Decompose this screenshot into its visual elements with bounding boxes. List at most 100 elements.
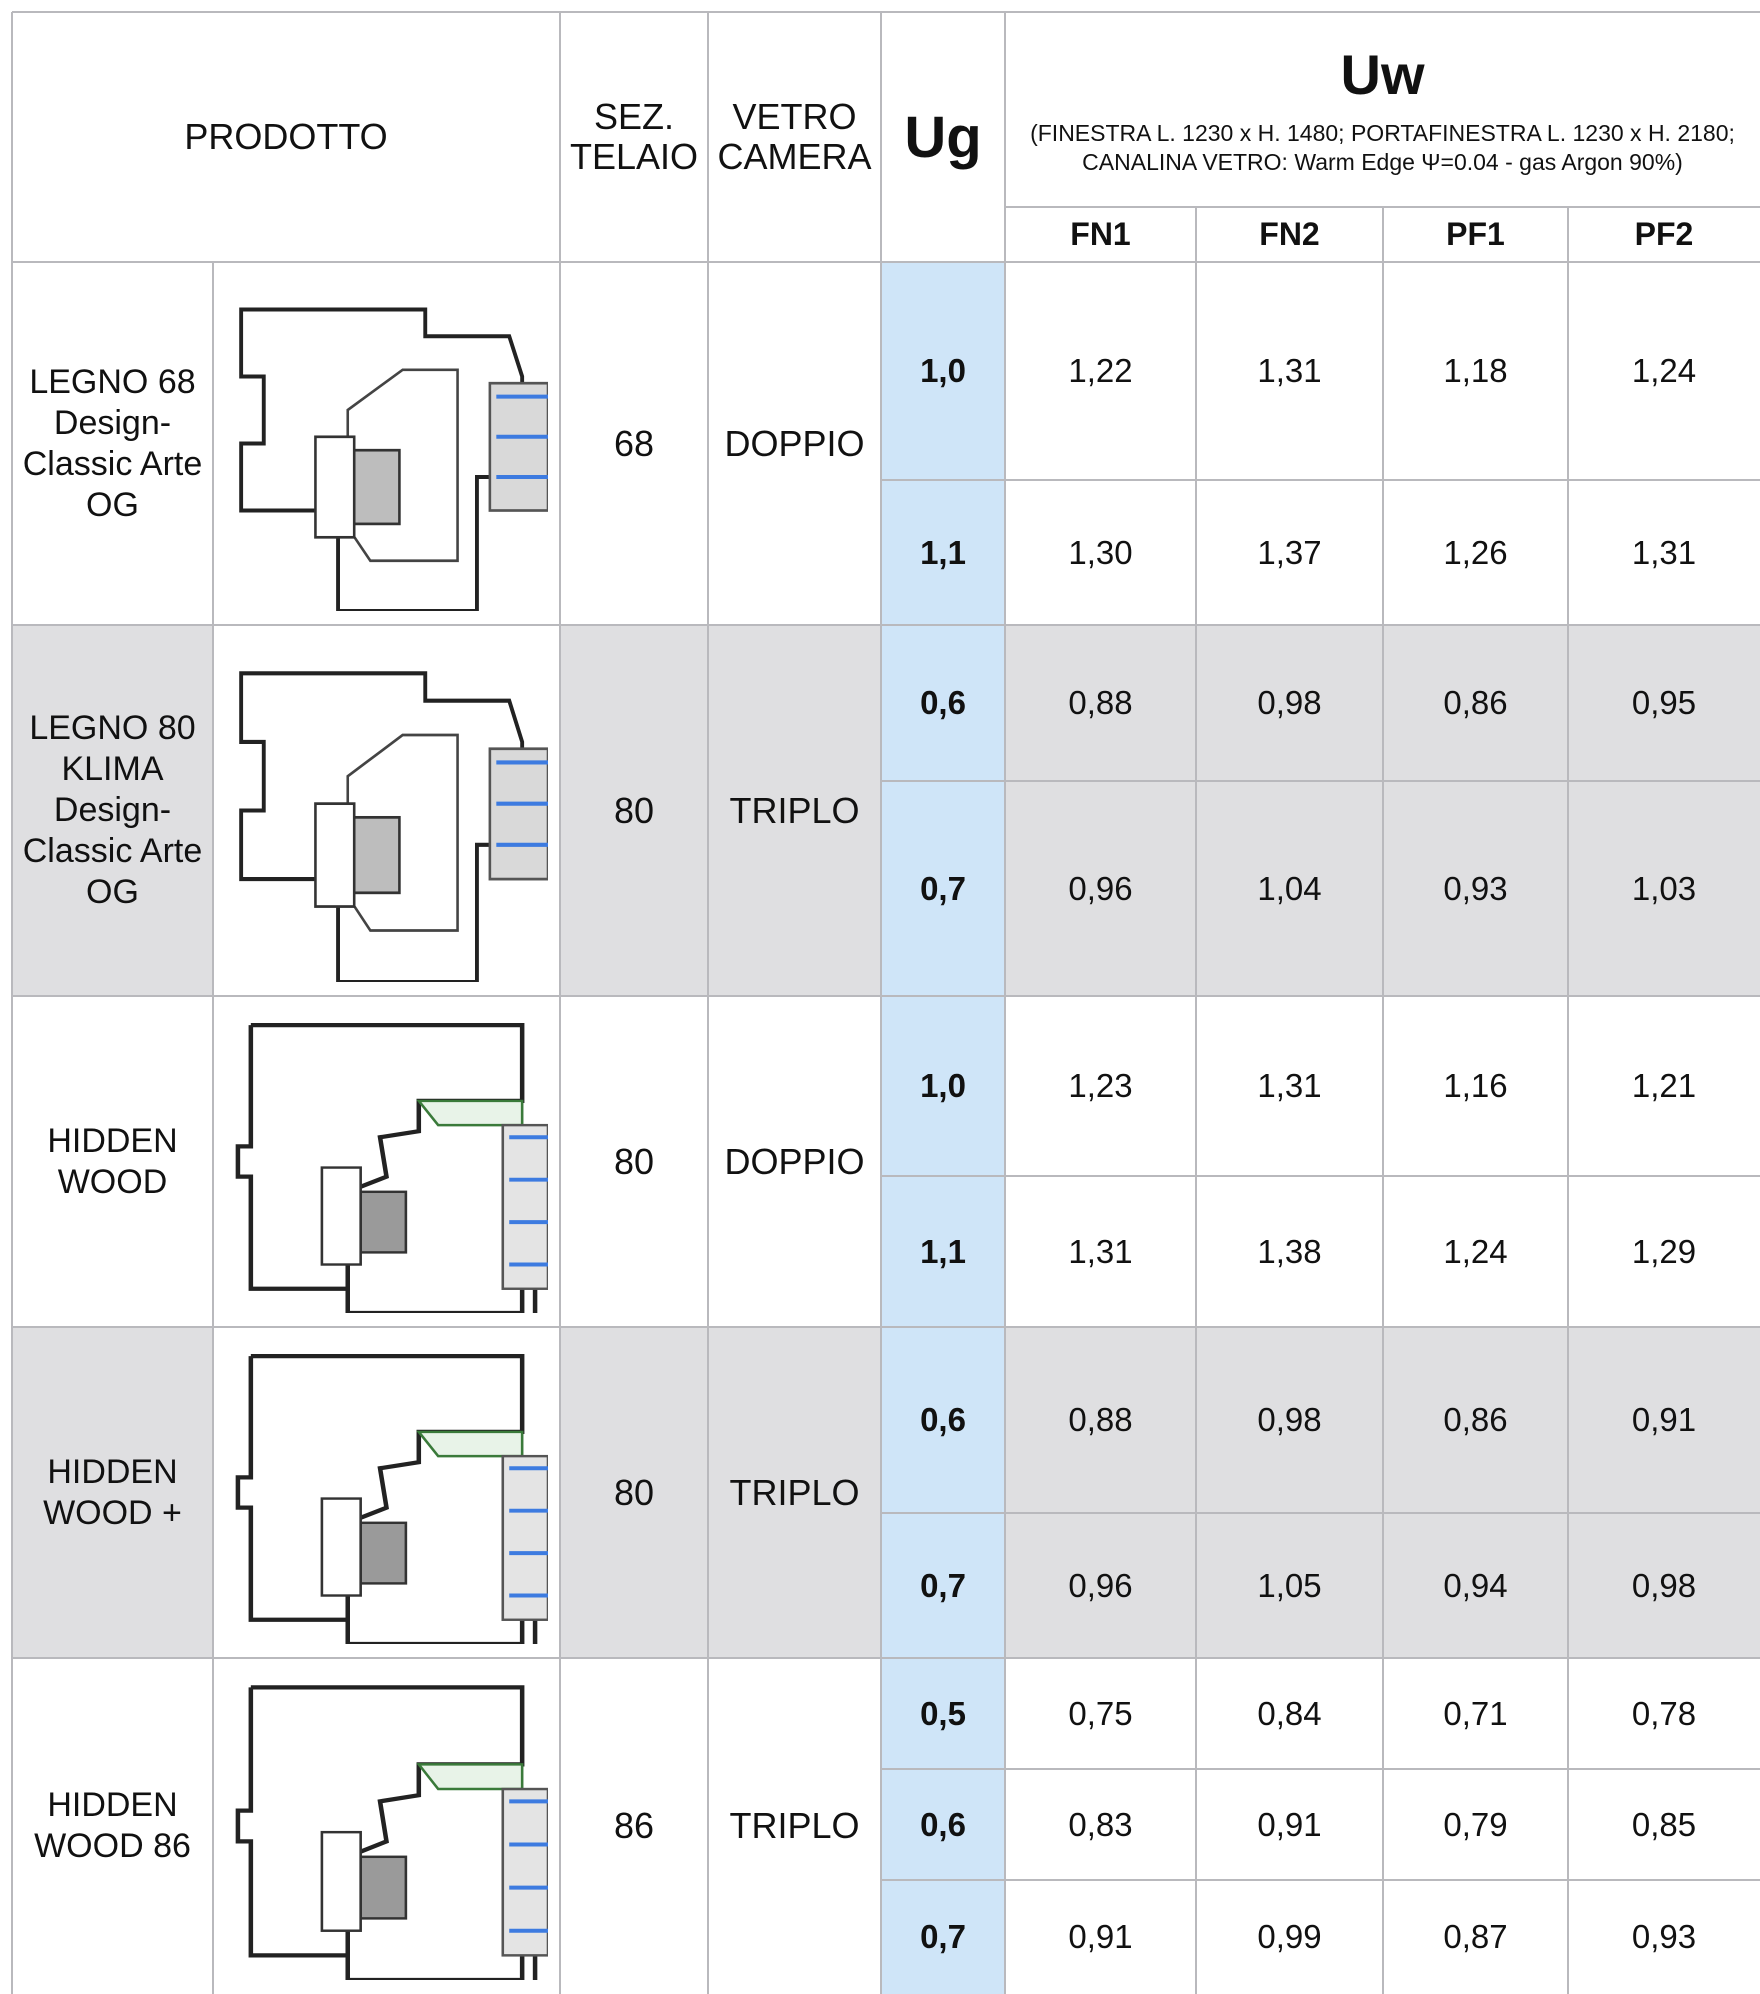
- uw-value: 0,91: [1632, 1401, 1696, 1439]
- product-name: HIDDEN WOOD 86: [12, 1658, 213, 1994]
- sezione-telaio-value: 86: [560, 1658, 708, 1994]
- grid-line: [880, 12, 882, 1994]
- vetro-camera-value: TRIPLO: [708, 1658, 881, 1994]
- uw-value: 0,98: [1257, 1401, 1321, 1439]
- vetro-value: DOPPIO: [724, 424, 864, 464]
- uw-value: 0,86: [1443, 684, 1507, 722]
- ug-value: 0,6: [920, 684, 966, 722]
- header-prodotto-label: PRODOTTO: [184, 117, 387, 157]
- ug-value: 1,1: [920, 1233, 966, 1271]
- uw-value: 0,78: [1632, 1695, 1696, 1733]
- uw-value: 1,18: [1443, 352, 1507, 390]
- grid-line: [881, 780, 1760, 782]
- uw-value-pf2: 0,85: [1568, 1769, 1760, 1880]
- uw-value-fn1: 0,83: [1005, 1769, 1196, 1880]
- header-uw-note-line2: CANALINA VETRO: Warm Edge Ψ=0.04 - gas A…: [1082, 148, 1683, 177]
- grid-line: [881, 1512, 1760, 1514]
- vetro-camera-value: TRIPLO: [708, 1327, 881, 1658]
- uw-value: 0,93: [1443, 870, 1507, 908]
- grid-line: [881, 1175, 1760, 1177]
- header-col-label: PF2: [1635, 216, 1694, 253]
- header-col-pf2: PF2: [1568, 207, 1760, 262]
- uw-value-fn1: 1,22: [1005, 262, 1196, 480]
- product-name-line: LEGNO 80: [29, 708, 195, 749]
- grid-line: [1567, 207, 1569, 1994]
- sezione-value: 68: [614, 424, 654, 464]
- product-name-line: KLIMA: [61, 749, 163, 790]
- uw-value-pf2: 1,29: [1568, 1176, 1760, 1327]
- uw-value: 1,31: [1257, 352, 1321, 390]
- uw-value: 0,96: [1068, 870, 1132, 908]
- uw-value-pf1: 0,86: [1383, 1327, 1568, 1513]
- uw-value-pf2: 0,93: [1568, 1880, 1760, 1994]
- sezione-telaio-value: 68: [560, 262, 708, 625]
- product-name: HIDDEN WOOD +: [12, 1327, 213, 1658]
- product-name-line: WOOD +: [43, 1493, 182, 1534]
- header-sezione-telaio: SEZ. TELAIO: [560, 12, 708, 262]
- grid-line: [1382, 207, 1384, 1994]
- uw-value: 0,99: [1257, 1918, 1321, 1956]
- vetro-value: TRIPLO: [729, 791, 859, 831]
- uw-value-pf2: 0,98: [1568, 1513, 1760, 1658]
- sezione-telaio-value: 80: [560, 996, 708, 1327]
- header-vetro-label: VETRO: [732, 97, 856, 137]
- uw-value: 0,91: [1257, 1806, 1321, 1844]
- product-name-line: HIDDEN: [47, 1785, 177, 1826]
- uw-value: 1,31: [1068, 1233, 1132, 1271]
- uw-value-pf2: 0,95: [1568, 625, 1760, 781]
- ug-value-cell: 1,1: [881, 1176, 1005, 1327]
- frame-section-drawing: [225, 1341, 548, 1644]
- uw-value-pf1: 1,18: [1383, 262, 1568, 480]
- header-uw: Uw (FINESTRA L. 1230 x H. 1480; PORTAFINE…: [1005, 12, 1760, 207]
- uw-value-fn2: 0,91: [1196, 1769, 1383, 1880]
- grid-line: [12, 995, 1760, 997]
- uw-value-fn2: 1,04: [1196, 781, 1383, 996]
- ug-value: 0,7: [920, 870, 966, 908]
- vetro-value: DOPPIO: [724, 1142, 864, 1182]
- uw-value-fn2: 1,31: [1196, 262, 1383, 480]
- sezione-telaio-value: 80: [560, 625, 708, 996]
- header-col-label: FN2: [1259, 216, 1319, 253]
- uw-value-fn1: 1,31: [1005, 1176, 1196, 1327]
- uw-value: 0,94: [1443, 1567, 1507, 1605]
- uw-value-fn1: 1,23: [1005, 996, 1196, 1176]
- uw-value-fn1: 1,30: [1005, 480, 1196, 625]
- ug-value-cell: 0,6: [881, 1327, 1005, 1513]
- ug-value-cell: 0,6: [881, 1769, 1005, 1880]
- uw-value-fn2: 0,84: [1196, 1658, 1383, 1769]
- uw-value: 0,84: [1257, 1695, 1321, 1733]
- uw-value: 1,30: [1068, 534, 1132, 572]
- uw-value: 0,88: [1068, 1401, 1132, 1439]
- uw-value: 1,38: [1257, 1233, 1321, 1271]
- uw-value: 0,95: [1632, 684, 1696, 722]
- product-name: LEGNO 80 KLIMA Design- Classic Arte OG: [12, 625, 213, 996]
- uw-value-fn1: 0,88: [1005, 1327, 1196, 1513]
- ug-value-cell: 1,0: [881, 996, 1005, 1176]
- frame-section-drawing: [225, 639, 548, 982]
- vetro-camera-value: TRIPLO: [708, 625, 881, 996]
- product-subtitle-line: OG: [86, 485, 139, 526]
- uw-value-pf1: 0,71: [1383, 1658, 1568, 1769]
- header-col-pf1: PF1: [1383, 207, 1568, 262]
- uw-value-pf2: 1,31: [1568, 480, 1760, 625]
- ug-value-cell: 1,1: [881, 480, 1005, 625]
- vetro-camera-value: DOPPIO: [708, 996, 881, 1327]
- product-name-line: LEGNO 68: [29, 362, 195, 403]
- uw-value: 0,87: [1443, 1918, 1507, 1956]
- ug-value: 0,6: [920, 1806, 966, 1844]
- frame-section-drawing: [225, 1672, 548, 1980]
- uw-value: 0,98: [1632, 1567, 1696, 1605]
- uw-value-pf1: 0,94: [1383, 1513, 1568, 1658]
- uw-value-fn1: 0,91: [1005, 1880, 1196, 1994]
- ug-value: 0,6: [920, 1401, 966, 1439]
- uw-value-pf2: 1,03: [1568, 781, 1760, 996]
- header-uw-note-line1: (FINESTRA L. 1230 x H. 1480; PORTAFINEST…: [1030, 119, 1735, 148]
- ug-value-cell: 0,5: [881, 1658, 1005, 1769]
- uw-value-pf1: 0,79: [1383, 1769, 1568, 1880]
- header-ug-label: Ug: [904, 104, 981, 171]
- uw-value-fn2: 0,99: [1196, 1880, 1383, 1994]
- ug-value-cell: 0,7: [881, 1880, 1005, 1994]
- uw-value-pf2: 0,91: [1568, 1327, 1760, 1513]
- uw-value-pf1: 0,86: [1383, 625, 1568, 781]
- ug-value-cell: 0,7: [881, 781, 1005, 996]
